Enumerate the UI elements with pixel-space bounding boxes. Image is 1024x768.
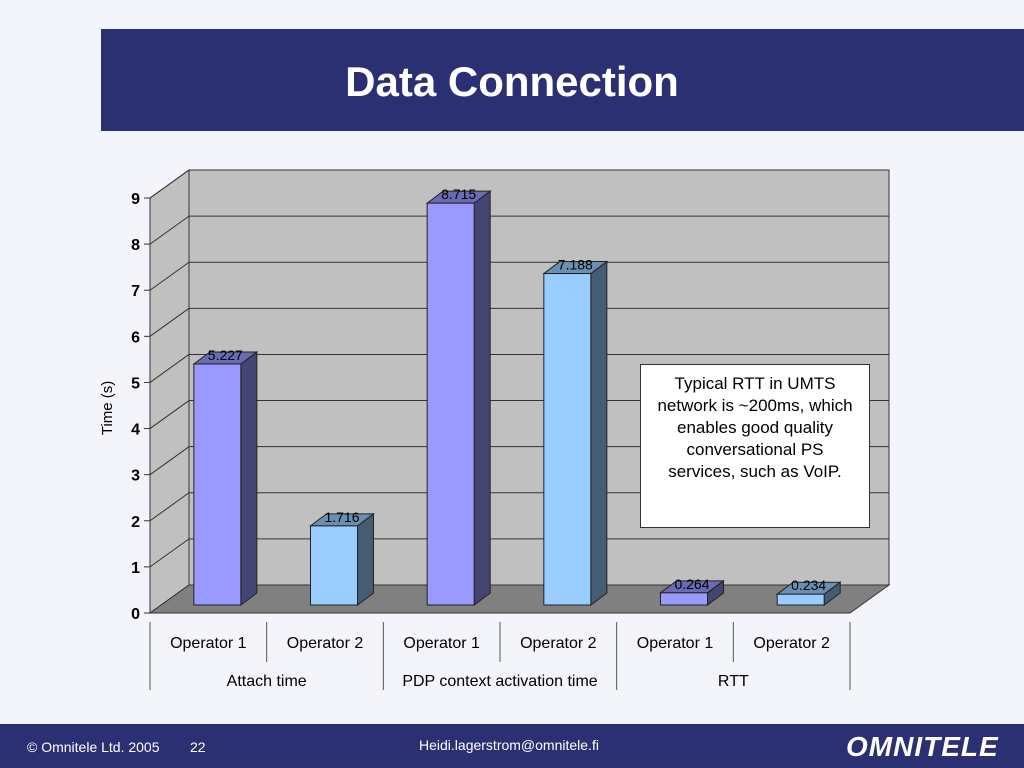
bar-front <box>776 593 825 606</box>
data-label: 1.716 <box>324 509 359 525</box>
bar-side <box>590 260 608 606</box>
y-tick-label: 4 <box>131 422 140 439</box>
x-tick-label: Operator 1 <box>170 635 247 652</box>
bar <box>775 581 842 606</box>
x-tick-label: Operator 1 <box>403 635 480 652</box>
slide-title: Data Connection <box>345 58 679 105</box>
footer-copyright: © Omnitele Ltd. 2005 <box>27 739 160 755</box>
y-tick-label: 6 <box>131 329 140 346</box>
x-tick-label: Operator 2 <box>287 635 364 652</box>
footer-email: Heidi.lagerstrom@omnitele.fi <box>419 737 599 753</box>
footer: © Omnitele Ltd. 2005 22 Heidi.lagerstrom… <box>0 724 1024 768</box>
bar <box>425 190 492 606</box>
bar-side <box>357 512 374 606</box>
gridline-side <box>149 400 190 429</box>
omnitele-logo: OMNITELE <box>846 731 999 762</box>
bar-front <box>660 592 708 606</box>
data-label: 0.234 <box>791 577 826 593</box>
gridline-side <box>149 307 190 337</box>
y-tick-label: 9 <box>131 191 140 208</box>
x-tick-label: Operator 2 <box>753 635 830 652</box>
bar-side <box>473 190 491 606</box>
data-label: 7.188 <box>558 257 593 273</box>
x-tick-label: Operator 2 <box>520 635 597 652</box>
y-tick-label: 2 <box>131 514 140 531</box>
data-label: 5.227 <box>208 347 243 363</box>
x-group-label: RTT <box>718 673 749 690</box>
bar-chart: 0 1 2 3 4 5 6 7 8 9 Time (s) 5.227 1.716 8.715 7.188… <box>99 169 891 690</box>
chart-side-wall <box>149 169 190 614</box>
gridline-side <box>149 261 190 291</box>
y-tick-label: 7 <box>131 283 140 300</box>
bar-front <box>426 202 475 606</box>
footer-page-number: 22 <box>190 739 206 755</box>
bar <box>192 350 259 606</box>
bar <box>542 260 609 606</box>
gridline-side <box>149 215 190 245</box>
gridline-side <box>149 354 190 383</box>
y-tick-label: 0 <box>131 606 140 623</box>
y-tick-label: 5 <box>131 375 140 392</box>
y-tick-label: 8 <box>131 237 140 254</box>
gridline-side <box>149 169 190 199</box>
bar <box>659 579 725 606</box>
bar-front <box>543 273 592 606</box>
rtt-note: Typical RTT in UMTS network is ~200ms, w… <box>640 364 870 528</box>
data-label: 0.264 <box>674 576 709 592</box>
gridline-side <box>149 538 190 568</box>
bar-front <box>310 525 358 606</box>
title-bar <box>101 29 1024 131</box>
gridline-side <box>149 492 190 522</box>
gridline-side <box>149 446 190 476</box>
bar-front <box>193 363 242 606</box>
y-tick-label: 1 <box>131 560 140 577</box>
y-tick-label: 3 <box>131 468 140 485</box>
x-group-label: Attach time <box>227 673 307 690</box>
x-group-label: PDP context activation time <box>402 673 597 690</box>
bar <box>309 512 375 606</box>
bar-side <box>240 350 258 606</box>
x-tick-label: Operator 1 <box>637 635 714 652</box>
y-axis-label: Time (s) <box>99 381 116 435</box>
data-label: 8.715 <box>441 186 476 202</box>
